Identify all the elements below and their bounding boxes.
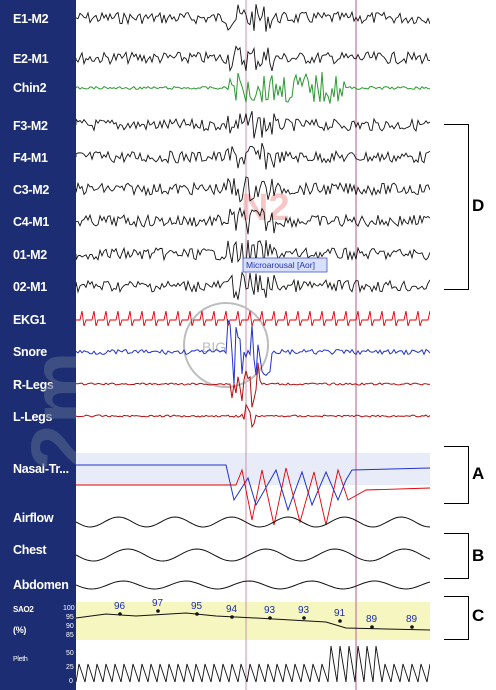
sao2-value-marker bbox=[410, 625, 414, 629]
channel-label-chest[interactable]: Chest bbox=[13, 543, 47, 557]
channel-label-snore[interactable]: Snore bbox=[13, 345, 47, 359]
bracket-eeg bbox=[444, 124, 469, 290]
channel-label-e1m2[interactable]: E1-M2 bbox=[13, 12, 49, 26]
sao2-value-label: 95 bbox=[191, 601, 203, 612]
channel-label-sao2[interactable]: SAO2 bbox=[13, 605, 34, 614]
pleth-scale-50: 50 bbox=[66, 650, 74, 657]
sao2-value-marker bbox=[268, 616, 272, 620]
abdomen-trace bbox=[76, 580, 430, 590]
channel-label-r-legs[interactable]: R-Legs bbox=[13, 378, 54, 392]
channel-label-chin2[interactable]: Chin2 bbox=[13, 81, 47, 95]
sao2-value-label: 94 bbox=[226, 604, 238, 615]
channel-label-nasal[interactable]: Nasal-Tr... bbox=[13, 462, 69, 476]
sao2-value-marker bbox=[230, 615, 234, 619]
camera-watermark-icon bbox=[183, 302, 269, 388]
airflow-trace bbox=[76, 516, 430, 528]
bracket-label-chest: B bbox=[472, 546, 485, 565]
sao2-value-marker bbox=[338, 619, 342, 623]
bracket-chest bbox=[444, 533, 469, 579]
chin2-trace bbox=[76, 71, 430, 104]
channel-label-f4m1[interactable]: F4-M1 bbox=[13, 151, 48, 165]
eeg-c4m1-trace bbox=[76, 207, 430, 235]
pleth-scale-0: 0 bbox=[69, 678, 73, 685]
channel-label-f3m2[interactable]: F3-M2 bbox=[13, 119, 48, 133]
channel-label-pleth[interactable]: Pleth bbox=[13, 656, 28, 663]
sao2-value-marker bbox=[195, 612, 199, 616]
sao2-value-marker bbox=[302, 616, 306, 620]
signal-traces bbox=[76, 4, 430, 683]
sat-scale-90: 90 bbox=[66, 623, 74, 630]
camera-watermark-text: BIG bbox=[202, 339, 226, 355]
bracket-nasal bbox=[444, 446, 469, 504]
snore-trace bbox=[76, 318, 430, 385]
sao2-value-label: 93 bbox=[264, 605, 276, 616]
bracket-sat bbox=[444, 596, 469, 640]
channel-label-panel: E1-M2 E2-M1 Chin2 F3-M2 F4-M1 C3-M2 C4-M… bbox=[0, 0, 106, 690]
microarousal-event-box[interactable] bbox=[242, 257, 328, 273]
microarousal-annotation: Microarousal [Aor] bbox=[246, 260, 315, 270]
channel-label-airflow[interactable]: Airflow bbox=[13, 511, 54, 525]
sao2-value-label: 91 bbox=[334, 608, 346, 619]
sat-scale-85: 85 bbox=[66, 632, 74, 639]
channel-label-o2m1[interactable]: 02-M1 bbox=[13, 280, 47, 294]
eeg-c3m2-trace bbox=[76, 176, 430, 203]
channel-label-e2m1[interactable]: E2-M1 bbox=[13, 52, 49, 66]
eeg-o2m1-trace bbox=[76, 271, 430, 300]
sao2-value-label: 93 bbox=[298, 605, 310, 616]
eog-e2m1-trace bbox=[76, 45, 430, 73]
pleth-trace bbox=[76, 645, 430, 683]
sat-highlight-band bbox=[76, 602, 430, 640]
channel-label-ekg1[interactable]: EKG1 bbox=[13, 313, 46, 327]
channel-label-abdomen[interactable]: Abdomen bbox=[13, 578, 69, 592]
ekg1-trace bbox=[76, 310, 430, 327]
channel-label-sao2-unit: (%) bbox=[13, 625, 27, 635]
sao2-value-label: 89 bbox=[366, 614, 378, 625]
bracket-label-sat: C bbox=[472, 606, 485, 625]
eog-e1m2-trace bbox=[76, 4, 430, 32]
bracket-label-eeg: D bbox=[472, 196, 485, 215]
eeg-f4m1-trace bbox=[76, 142, 430, 170]
r-legs-trace bbox=[76, 362, 430, 408]
nasal-highlight-band bbox=[76, 453, 430, 485]
sao2-value-marker bbox=[370, 625, 374, 629]
sao2-value-marker bbox=[118, 612, 122, 616]
channel-label-c3m2[interactable]: C3-M2 bbox=[13, 183, 50, 197]
channel-label-o1m2[interactable]: 01-M2 bbox=[13, 248, 47, 262]
channel-label-c4m1[interactable]: C4-M1 bbox=[13, 215, 50, 229]
eeg-o1m2-trace bbox=[76, 239, 430, 269]
pleth-scale-25: 25 bbox=[66, 664, 74, 671]
l-legs-trace bbox=[76, 403, 430, 429]
sao2-value-marker bbox=[156, 609, 160, 613]
nasal-trace bbox=[76, 464, 430, 512]
sat-scale-100: 100 bbox=[63, 605, 75, 612]
trace-area[interactable]: N2 BIG 96 97 95 94 93 93 91 89 89 Microarousal [… bbox=[76, 0, 430, 690]
eeg-f3m2-trace bbox=[76, 110, 430, 139]
nasal-red-overlay bbox=[76, 467, 430, 526]
sao2-value-label: 89 bbox=[406, 614, 418, 625]
sao2-value-markers: 96 97 95 94 93 93 91 89 89 bbox=[114, 598, 418, 629]
sao2-value-label: 96 bbox=[114, 601, 126, 612]
chest-trace bbox=[76, 548, 430, 562]
bracket-label-nasal: A bbox=[472, 464, 485, 483]
channel-label-l-legs[interactable]: L-Legs bbox=[13, 410, 53, 424]
sao2-value-label: 97 bbox=[152, 598, 164, 609]
sat-scale-95: 95 bbox=[66, 614, 74, 621]
